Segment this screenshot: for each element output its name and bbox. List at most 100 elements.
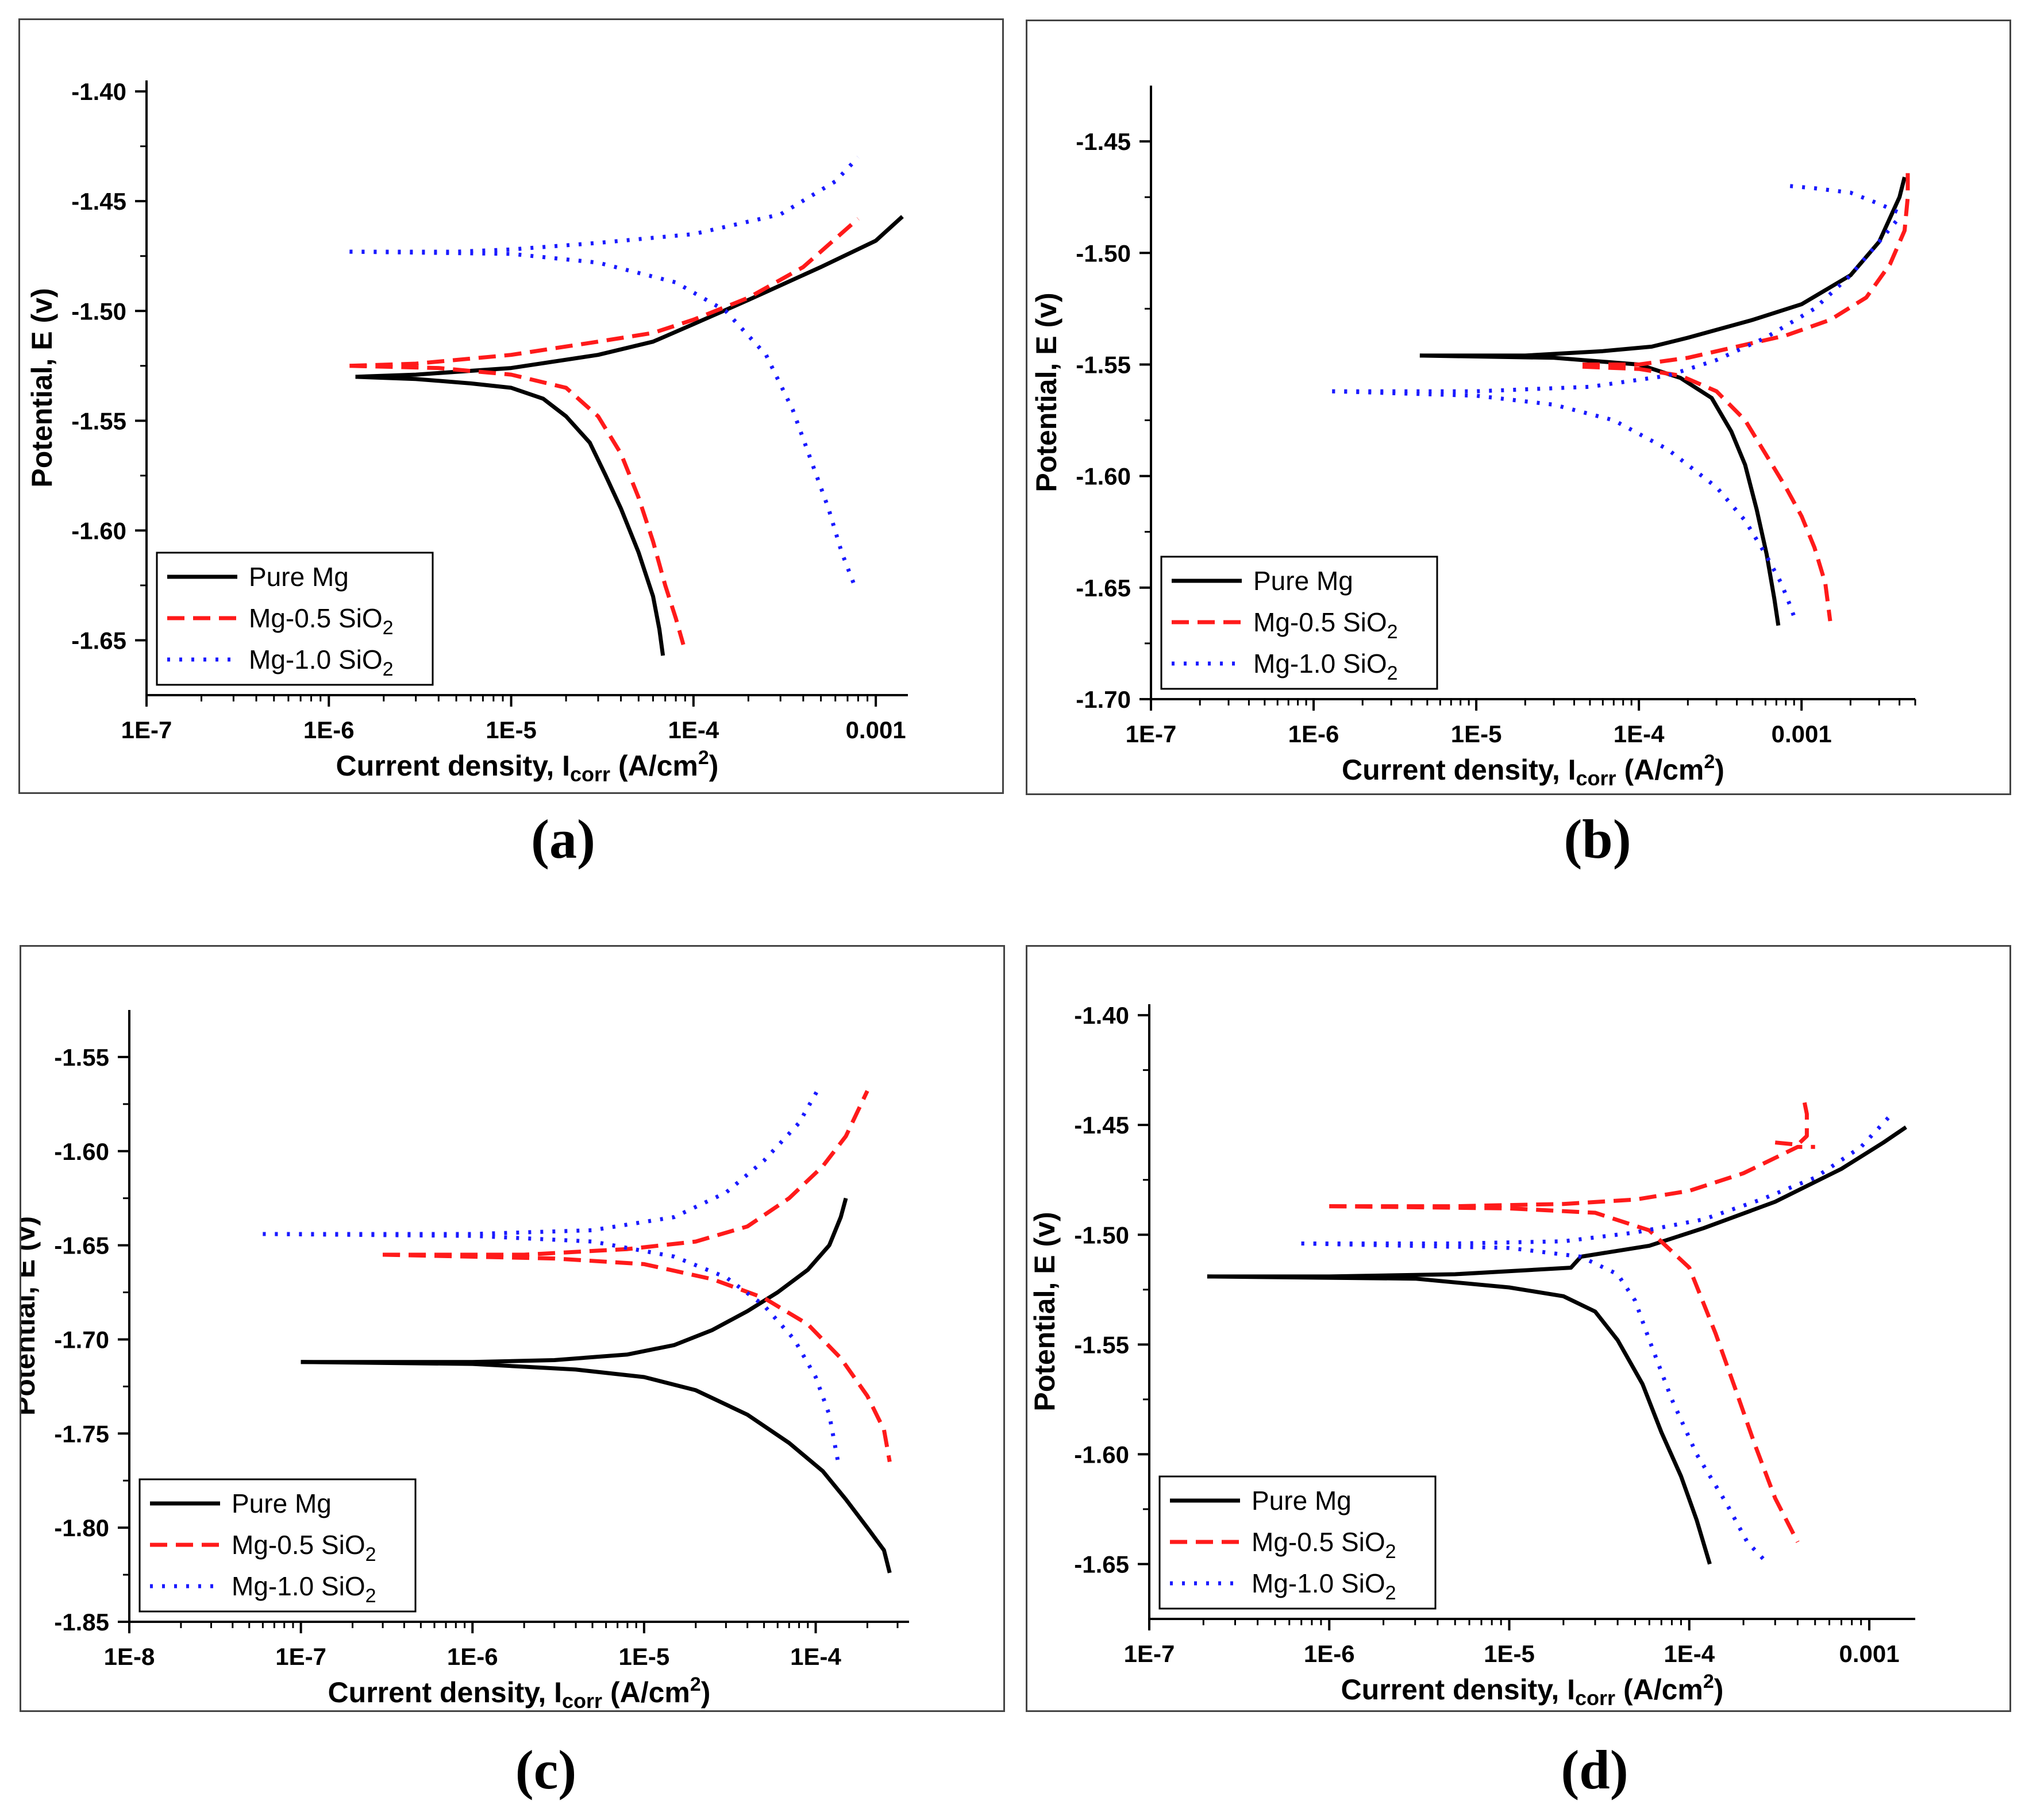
- x-axis-label-close: ): [709, 750, 719, 782]
- legend-label-sub: 2: [1385, 1582, 1396, 1604]
- y-tick-label: -1.40: [1074, 1002, 1129, 1029]
- x-tick-label: 1E-8: [104, 1643, 155, 1670]
- legend-label-main: Mg-1.0 SiO: [1253, 649, 1387, 678]
- x-tick-label: 1E-5: [1484, 1640, 1535, 1667]
- x-axis-label: Current density, Icorr (A/cm2): [1341, 1671, 1724, 1710]
- series-line-mg-1-0-sio2: [1301, 1115, 1892, 1246]
- legend-label-main: Mg-0.5 SiO: [232, 1530, 365, 1560]
- chart-panel-a: 1E-7 1E-6 1E-5 1E-4 0.001 -1.40 -1.45 -1.50 -1.5…: [18, 18, 1004, 794]
- legend-label-main: Pure Mg: [249, 562, 349, 592]
- series-group: [1207, 1096, 1907, 1565]
- legend-label: Mg-1.0 SiO2: [232, 1571, 376, 1607]
- legend-label-main: Mg-1.0 SiO: [249, 645, 383, 674]
- y-tick-label: -1.55: [54, 1044, 109, 1071]
- legend-label: Pure Mg: [1253, 566, 1353, 596]
- x-axis-label-sup: 2: [690, 1674, 701, 1695]
- series-line-mg-1-0-sio2: [1332, 215, 1901, 394]
- legend-label-sub: 2: [1385, 1541, 1396, 1563]
- x-axis-label-sub: corr: [1575, 1686, 1615, 1710]
- legend-label: Mg-0.5 SiO2: [232, 1530, 376, 1565]
- y-tick-label: -1.55: [71, 407, 126, 434]
- x-axis-label: Current density, Icorr (A/cm2): [1342, 751, 1724, 790]
- y-axis-label: Potential, E (v): [1029, 1212, 1061, 1411]
- series-line-mg-1-0-sio2: [1332, 389, 1798, 622]
- legend-label: Mg-1.0 SiO2: [1253, 649, 1398, 684]
- legend-label-main: Pure Mg: [1253, 566, 1353, 596]
- x-tick-label: 1E-6: [447, 1643, 498, 1670]
- x-axis-label-close: ): [1714, 1674, 1724, 1706]
- y-tick-label: -1.50: [1076, 240, 1131, 267]
- chart-svg-c: 1E-8 1E-7 1E-6 1E-5 1E-4 -1.55 -1.60 -1.65 -1.70…: [21, 1010, 909, 1713]
- y-axis-label: Potential, E (v): [1030, 292, 1062, 492]
- legend-label: Mg-1.0 SiO2: [1252, 1568, 1396, 1604]
- x-tick-label: 0.001: [846, 716, 906, 743]
- chart-panel-d: 1E-7 1E-6 1E-5 1E-4 0.001 -1.40 -1.45 -1.50 -1.5…: [1026, 945, 2011, 1712]
- series-line-mg-1-0-sio2: [263, 1086, 821, 1236]
- x-tick-label: 1E-7: [1126, 720, 1177, 747]
- x-axis-label-sup: 2: [1703, 1671, 1714, 1692]
- x-tick-label: 1E-7: [1124, 1640, 1175, 1667]
- series-line-mg-0-5-sio2: [1774, 1096, 1809, 1147]
- y-tick-label: -1.70: [54, 1326, 109, 1353]
- series-line-mg-0-5-sio2: [1582, 364, 1832, 622]
- y-tick-label: -1.60: [1074, 1441, 1129, 1468]
- legend-label-main: Mg-1.0 SiO: [232, 1571, 365, 1601]
- y-axis-label: Potential, E (v): [21, 1216, 41, 1416]
- x-axis-label-sub: corr: [1576, 766, 1616, 790]
- x-axis-label-main: Current density, I: [1342, 754, 1576, 786]
- x-axis-label-close: ): [701, 1676, 711, 1709]
- y-tick-label: -1.60: [71, 517, 126, 544]
- x-axis-label-close: ): [1715, 754, 1724, 786]
- x-tick-label: 1E-4: [1614, 720, 1665, 747]
- y-tick-label: -1.85: [54, 1609, 109, 1636]
- x-axis-label-sub: corr: [562, 1689, 602, 1713]
- x-tick-label: 1E-7: [275, 1643, 326, 1670]
- series-line-mg-0-5-sio2: [1583, 168, 1910, 367]
- legend-label: Pure Mg: [249, 562, 349, 592]
- y-axis-label: Potential, E (v): [26, 288, 58, 487]
- series-line-mg-1-0-sio2: [1789, 184, 1901, 215]
- series-line-mg-0-5-sio2: [383, 1090, 869, 1257]
- series-line-pure-mg: [355, 375, 665, 656]
- legend-label-sub: 2: [365, 1544, 376, 1565]
- x-axis-label: Current density, Icorr (A/cm2): [336, 747, 719, 786]
- legend-label: Pure Mg: [232, 1489, 332, 1518]
- x-tick-label: 1E-5: [619, 1643, 670, 1670]
- chart-svg-a: 1E-7 1E-6 1E-5 1E-4 0.001 -1.40 -1.45 -1.50 -1.5…: [26, 78, 908, 786]
- x-tick-label: 0.001: [1839, 1640, 1899, 1667]
- chart-svg-b: 1E-7 1E-6 1E-5 1E-4 0.001 -1.45 -1.50 -1.55 -1.6…: [1030, 86, 1916, 790]
- x-tick-label: 1E-5: [1451, 720, 1502, 747]
- caption-c: (c): [515, 1739, 577, 1800]
- series-line-pure-mg: [301, 1360, 892, 1574]
- legend-label-sub: 2: [383, 617, 394, 639]
- x-axis-label-main: Current density, I: [328, 1676, 562, 1709]
- y-tick-label: -1.60: [1076, 463, 1131, 490]
- x-axis-label-unit: (A/cm: [1615, 1674, 1703, 1706]
- series-line-mg-1-0-sio2: [349, 156, 860, 254]
- x-axis-label: Current density, Icorr (A/cm2): [328, 1674, 711, 1713]
- y-tick-label: -1.40: [71, 78, 126, 105]
- y-tick-label: -1.55: [1076, 351, 1131, 378]
- series-line-mg-0-5-sio2: [383, 1252, 892, 1463]
- legend-label-sub: 2: [1387, 621, 1398, 643]
- legend-label-main: Pure Mg: [1252, 1486, 1352, 1516]
- series-line-mg-1-0-sio2: [1301, 1241, 1766, 1561]
- chart-svg-d: 1E-7 1E-6 1E-5 1E-4 0.001 -1.40 -1.45 -1.50 -1.5…: [1029, 1002, 1915, 1710]
- series-group: [263, 1086, 892, 1574]
- x-tick-label: 1E-6: [303, 716, 355, 743]
- legend-label-main: Mg-0.5 SiO: [1252, 1527, 1385, 1557]
- y-tick-label: -1.45: [1074, 1112, 1129, 1139]
- y-tick-label: -1.50: [1074, 1221, 1129, 1248]
- x-tick-label: 1E-4: [1664, 1640, 1715, 1667]
- legend-label: Mg-0.5 SiO2: [1252, 1527, 1396, 1563]
- legend-label-sub: 2: [365, 1585, 376, 1607]
- x-axis-label-main: Current density, I: [1341, 1674, 1575, 1706]
- x-axis-label-unit: (A/cm: [602, 1676, 690, 1709]
- y-tick-label: -1.55: [1074, 1331, 1129, 1358]
- x-axis-label-sup: 2: [698, 747, 709, 769]
- series-line-mg-1-0-sio2: [263, 1232, 840, 1463]
